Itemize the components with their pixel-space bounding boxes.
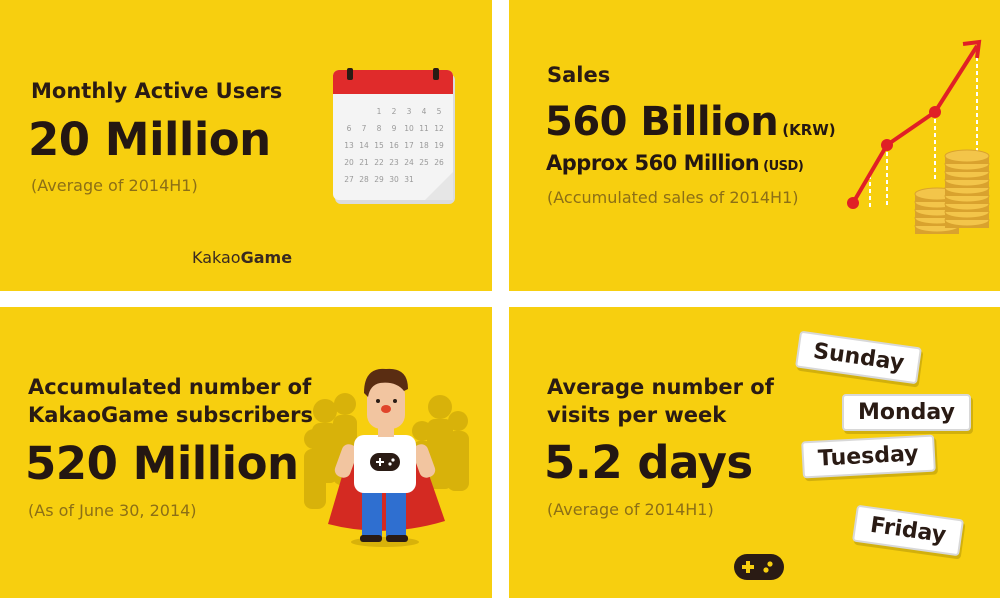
calendar-day: 14: [359, 141, 369, 150]
calendar-day: 16: [389, 141, 399, 150]
growth-chart-graphic: [847, 39, 990, 234]
subscribers-label-line1: Accumulated number of: [28, 375, 312, 399]
calendar-day: 3: [407, 107, 412, 116]
day-card-sunday: Sunday: [795, 330, 923, 385]
calendar-day: 26: [434, 158, 444, 167]
gamepad-icon: [734, 554, 784, 580]
sales-approx-unit: (USD): [763, 159, 804, 174]
kakaogame-logo: KakaoGame: [192, 248, 292, 267]
calendar-day: 10: [404, 124, 414, 133]
calendar-day: 21: [359, 158, 369, 167]
coin-stack-icon: [914, 149, 990, 234]
calendar-day: 13: [344, 141, 354, 150]
day-card-monday: Monday: [842, 394, 971, 431]
calendar-day: 9: [392, 124, 397, 133]
calendar-day: 5: [437, 107, 442, 116]
visits-value: 5.2 days: [544, 436, 753, 489]
calendar-day: 18: [419, 141, 429, 150]
mau-note: (Average of 2014H1): [31, 176, 198, 195]
sales-approx-number: Approx 560 Million: [546, 151, 760, 175]
calendar-day: 28: [359, 175, 369, 184]
sales-label: Sales: [547, 63, 611, 87]
calendar-day: 29: [374, 175, 384, 184]
subscribers-note: (As of June 30, 2014): [28, 501, 197, 520]
calendar-day: 20: [344, 158, 354, 167]
sales-value-number: 560 Billion: [545, 99, 779, 145]
calendar-day: 30: [389, 175, 399, 184]
sales-value-unit: (KRW): [782, 121, 836, 139]
day-card-tuesday: Tuesday: [801, 434, 936, 479]
mau-panel: Monthly Active Users 20 Million (Average…: [0, 0, 492, 291]
day-card-friday: Friday: [851, 504, 965, 557]
sales-panel: Sales 560 Billion (KRW) Approx 560 Millio…: [509, 0, 1000, 291]
visits-label-line1: Average number of: [547, 375, 774, 399]
brand-part1: Kakao: [192, 248, 241, 267]
visits-panel: Average number of visits per week 5.2 da…: [509, 307, 1000, 598]
calendar-day: 7: [362, 124, 367, 133]
calendar-day: 31: [404, 175, 414, 184]
calendar-day: 19: [434, 141, 444, 150]
gamer-hero-icon: [304, 368, 469, 547]
calendar-day: 25: [419, 158, 429, 167]
growth-arrow-icon: [847, 39, 982, 209]
calendar-day: 11: [419, 124, 429, 133]
mau-label: Monthly Active Users: [31, 79, 283, 103]
calendar-day: 22: [374, 158, 384, 167]
calendar-day: 27: [344, 175, 354, 184]
calendar-day: 15: [374, 141, 384, 150]
visits-label-line2: visits per week: [547, 403, 727, 427]
calendar-day: 8: [377, 124, 382, 133]
calendar-day: 17: [404, 141, 414, 150]
subscribers-value: 520 Million: [25, 437, 299, 490]
subscribers-label-line2: KakaoGame subscribers: [28, 403, 313, 427]
sales-value: 560 Billion (KRW): [545, 98, 836, 154]
calendar-day: 2: [392, 107, 397, 116]
visits-note: (Average of 2014H1): [547, 500, 714, 519]
subscribers-panel: Accumulated number of KakaoGame subscrib…: [0, 307, 492, 598]
calendar-day: 1: [377, 107, 382, 116]
sales-note: (Accumulated sales of 2014H1): [547, 188, 799, 207]
calendar-day: 4: [422, 107, 427, 116]
calendar-day: 23: [389, 158, 399, 167]
sales-approx: Approx 560 Million (USD): [546, 149, 804, 181]
mau-value: 20 Million: [28, 113, 271, 166]
calendar-day: 24: [404, 158, 414, 167]
calendar-day: 12: [434, 124, 444, 133]
calendar-day: 6: [347, 124, 352, 133]
brand-part2: Game: [240, 248, 293, 267]
